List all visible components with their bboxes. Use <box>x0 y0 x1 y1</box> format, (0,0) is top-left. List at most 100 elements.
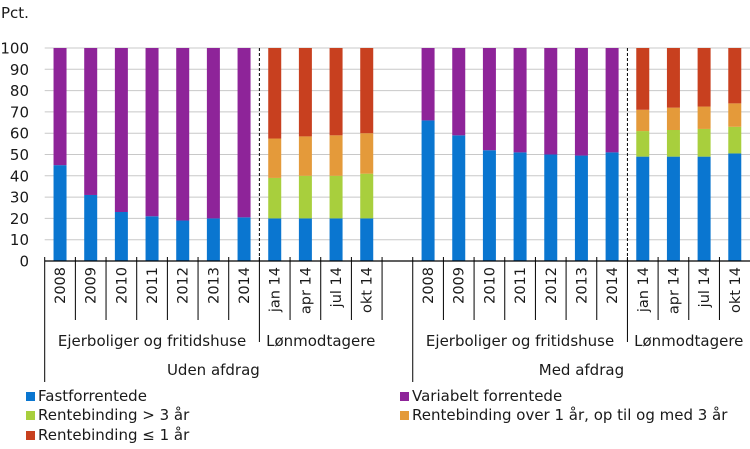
bar-segment <box>697 156 711 261</box>
bar-segment <box>53 48 67 166</box>
x-category-label: jul 14 <box>697 267 713 308</box>
legend-swatch-icon <box>26 391 35 401</box>
legend-label: Fastforrentede <box>38 387 147 405</box>
bar-segment <box>666 48 680 108</box>
legend-item-rentebinding-over-3: Rentebinding > 3 år <box>26 406 189 424</box>
bar-segment <box>298 175 312 219</box>
bar-segment <box>728 126 742 154</box>
stacked-bar-chart: 0 10 20 30 40 50 60 70 80 90 100 2008 2009 2010 2011 20… <box>0 40 750 382</box>
x-category-label: 2009 <box>452 267 468 304</box>
x-category-label: 2008 <box>421 267 437 304</box>
bar-segment <box>114 48 128 213</box>
x-category-label: apr 14 <box>666 267 682 314</box>
bar-segment <box>53 165 67 261</box>
x-category-label: jul 14 <box>329 267 345 308</box>
y-tick-label: 50 <box>10 146 29 164</box>
x-category-label: okt 14 <box>728 267 744 313</box>
y-tick-label: 30 <box>10 189 29 207</box>
bar-segment <box>298 48 312 137</box>
bar-segment <box>237 217 251 261</box>
bar-segment <box>298 136 312 176</box>
y-tick-label: 80 <box>10 82 29 100</box>
bar-segment <box>728 103 742 127</box>
bar-segment <box>574 155 588 261</box>
y-tick-label: 0 <box>19 253 29 271</box>
y-tick-label: 70 <box>10 103 29 121</box>
legend-label: Rentebinding over 1 år, op til og med 3 … <box>412 406 728 424</box>
bar-segment <box>452 135 466 261</box>
bar-segment <box>697 48 711 107</box>
x-category-label: 2014 <box>605 267 621 304</box>
legend-label: Variabelt forrentede <box>412 387 563 405</box>
bar-segment <box>268 138 282 178</box>
x-category-label: 2011 <box>145 267 161 304</box>
bar-segment <box>666 107 680 131</box>
x-category-label: jan 14 <box>636 267 652 313</box>
bar-segment <box>176 48 190 221</box>
bar-segment <box>145 48 159 217</box>
y-tick-label: 90 <box>10 61 29 79</box>
bar-segment <box>329 48 343 136</box>
bar-segment <box>482 150 496 261</box>
bar-segment <box>513 152 527 261</box>
bar-segment <box>206 48 220 219</box>
legend-label: Rentebinding > 3 år <box>38 406 190 424</box>
x-category-label: 2014 <box>237 267 253 304</box>
bar-segment <box>329 135 343 176</box>
bar-segment <box>636 156 650 261</box>
x-category-label: 2012 <box>544 267 560 304</box>
x-group-label: Ejerboliger og fritidshuse <box>426 332 614 350</box>
bar-segment <box>114 212 128 261</box>
bar-segment <box>360 48 374 134</box>
y-tick-label: 20 <box>10 210 29 228</box>
x-category-label: 2009 <box>84 267 100 304</box>
x-category-label: okt 14 <box>360 267 376 313</box>
bar-segment <box>329 218 343 261</box>
bar-segment <box>605 48 619 153</box>
legend-item-rentebinding-1-3: Rentebinding over 1 år, op til og med 3 … <box>400 406 727 424</box>
x-category-label: 2012 <box>176 267 192 304</box>
y-axis-label: Pct. <box>1 4 29 22</box>
bar-segment <box>666 130 680 157</box>
bar-segment <box>544 154 558 261</box>
bar-segment <box>728 48 742 104</box>
x-supergroup-label: Uden afdrag <box>167 361 260 379</box>
bar-segment <box>145 216 159 261</box>
x-category-label: 2010 <box>114 267 130 304</box>
y-tick-label: 60 <box>10 125 29 143</box>
bar-segment <box>298 218 312 261</box>
bar-segment <box>237 48 251 218</box>
bar-segment <box>482 48 496 151</box>
bar-segment <box>574 48 588 156</box>
bar-segment <box>605 152 619 261</box>
bar-segment <box>636 48 650 110</box>
x-category-label: 2013 <box>206 267 222 304</box>
x-category-label: jan 14 <box>268 267 284 313</box>
bar-segment <box>268 48 282 139</box>
legend-item-variabelt: Variabelt forrentede <box>400 387 562 405</box>
bar-segment <box>636 109 650 132</box>
bar-segment <box>421 120 435 261</box>
legend-swatch-icon <box>26 410 35 420</box>
legend-swatch-icon <box>26 430 35 440</box>
x-supergroup-label: Med afdrag <box>539 361 624 379</box>
x-category-label: apr 14 <box>298 267 314 314</box>
x-category-label: 2008 <box>53 267 69 304</box>
legend-swatch-icon <box>400 410 409 420</box>
y-tick-label: 100 <box>0 40 29 58</box>
bar-segment <box>360 173 374 219</box>
bar-segment <box>268 177 282 219</box>
x-group-label: Lønmodtagere <box>634 332 743 350</box>
x-group-label: Ejerboliger og fritidshuse <box>58 332 246 350</box>
bar-segment <box>513 48 527 153</box>
bar-segment <box>728 153 742 261</box>
bar-segment <box>84 48 98 195</box>
x-category-label: 2010 <box>482 267 498 304</box>
bar-segment <box>452 48 466 136</box>
x-category-label: 2011 <box>513 267 529 304</box>
x-category-label: 2013 <box>574 267 590 304</box>
legend-item-fastforrentede: Fastforrentede <box>26 387 147 405</box>
bar-segment <box>360 218 374 261</box>
bar-segment <box>84 194 98 261</box>
bar-segment <box>544 48 558 155</box>
